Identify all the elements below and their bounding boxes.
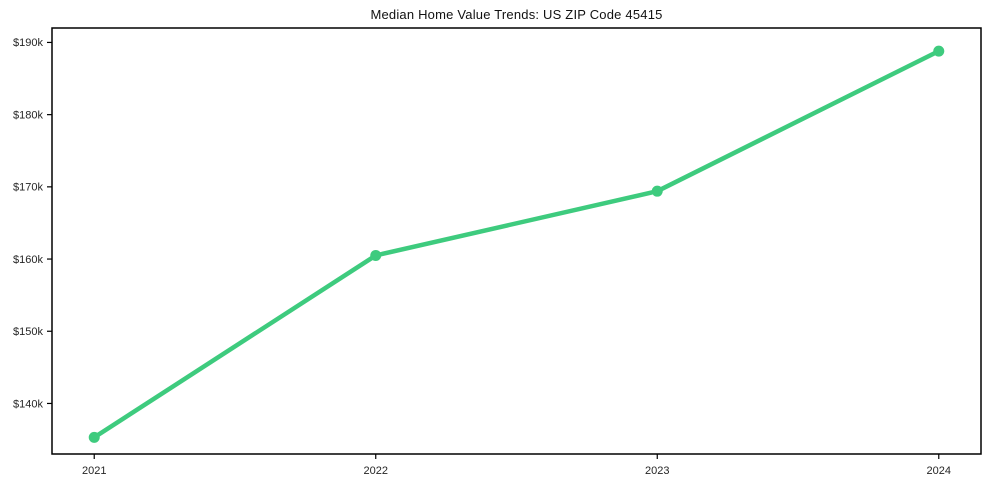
y-tick-label: $190k [13, 37, 43, 49]
x-tick-label: 2024 [927, 465, 951, 477]
y-tick-label: $170k [13, 182, 43, 194]
data-point [370, 249, 382, 261]
chart-title: Median Home Value Trends: US ZIP Code 45… [370, 7, 663, 22]
data-point [933, 45, 945, 57]
y-tick-label: $160k [13, 254, 43, 266]
x-tick-label: 2023 [645, 465, 669, 477]
data-point [88, 431, 100, 443]
y-tick-label: $150k [13, 326, 43, 338]
y-tick-label: $140k [13, 398, 43, 410]
x-tick-label: 2021 [82, 465, 106, 477]
plot-border [51, 27, 982, 455]
trend-line [91, 48, 942, 440]
data-point [651, 185, 663, 197]
y-tick-label: $180k [13, 109, 43, 121]
x-tick-label: 2022 [364, 465, 388, 477]
